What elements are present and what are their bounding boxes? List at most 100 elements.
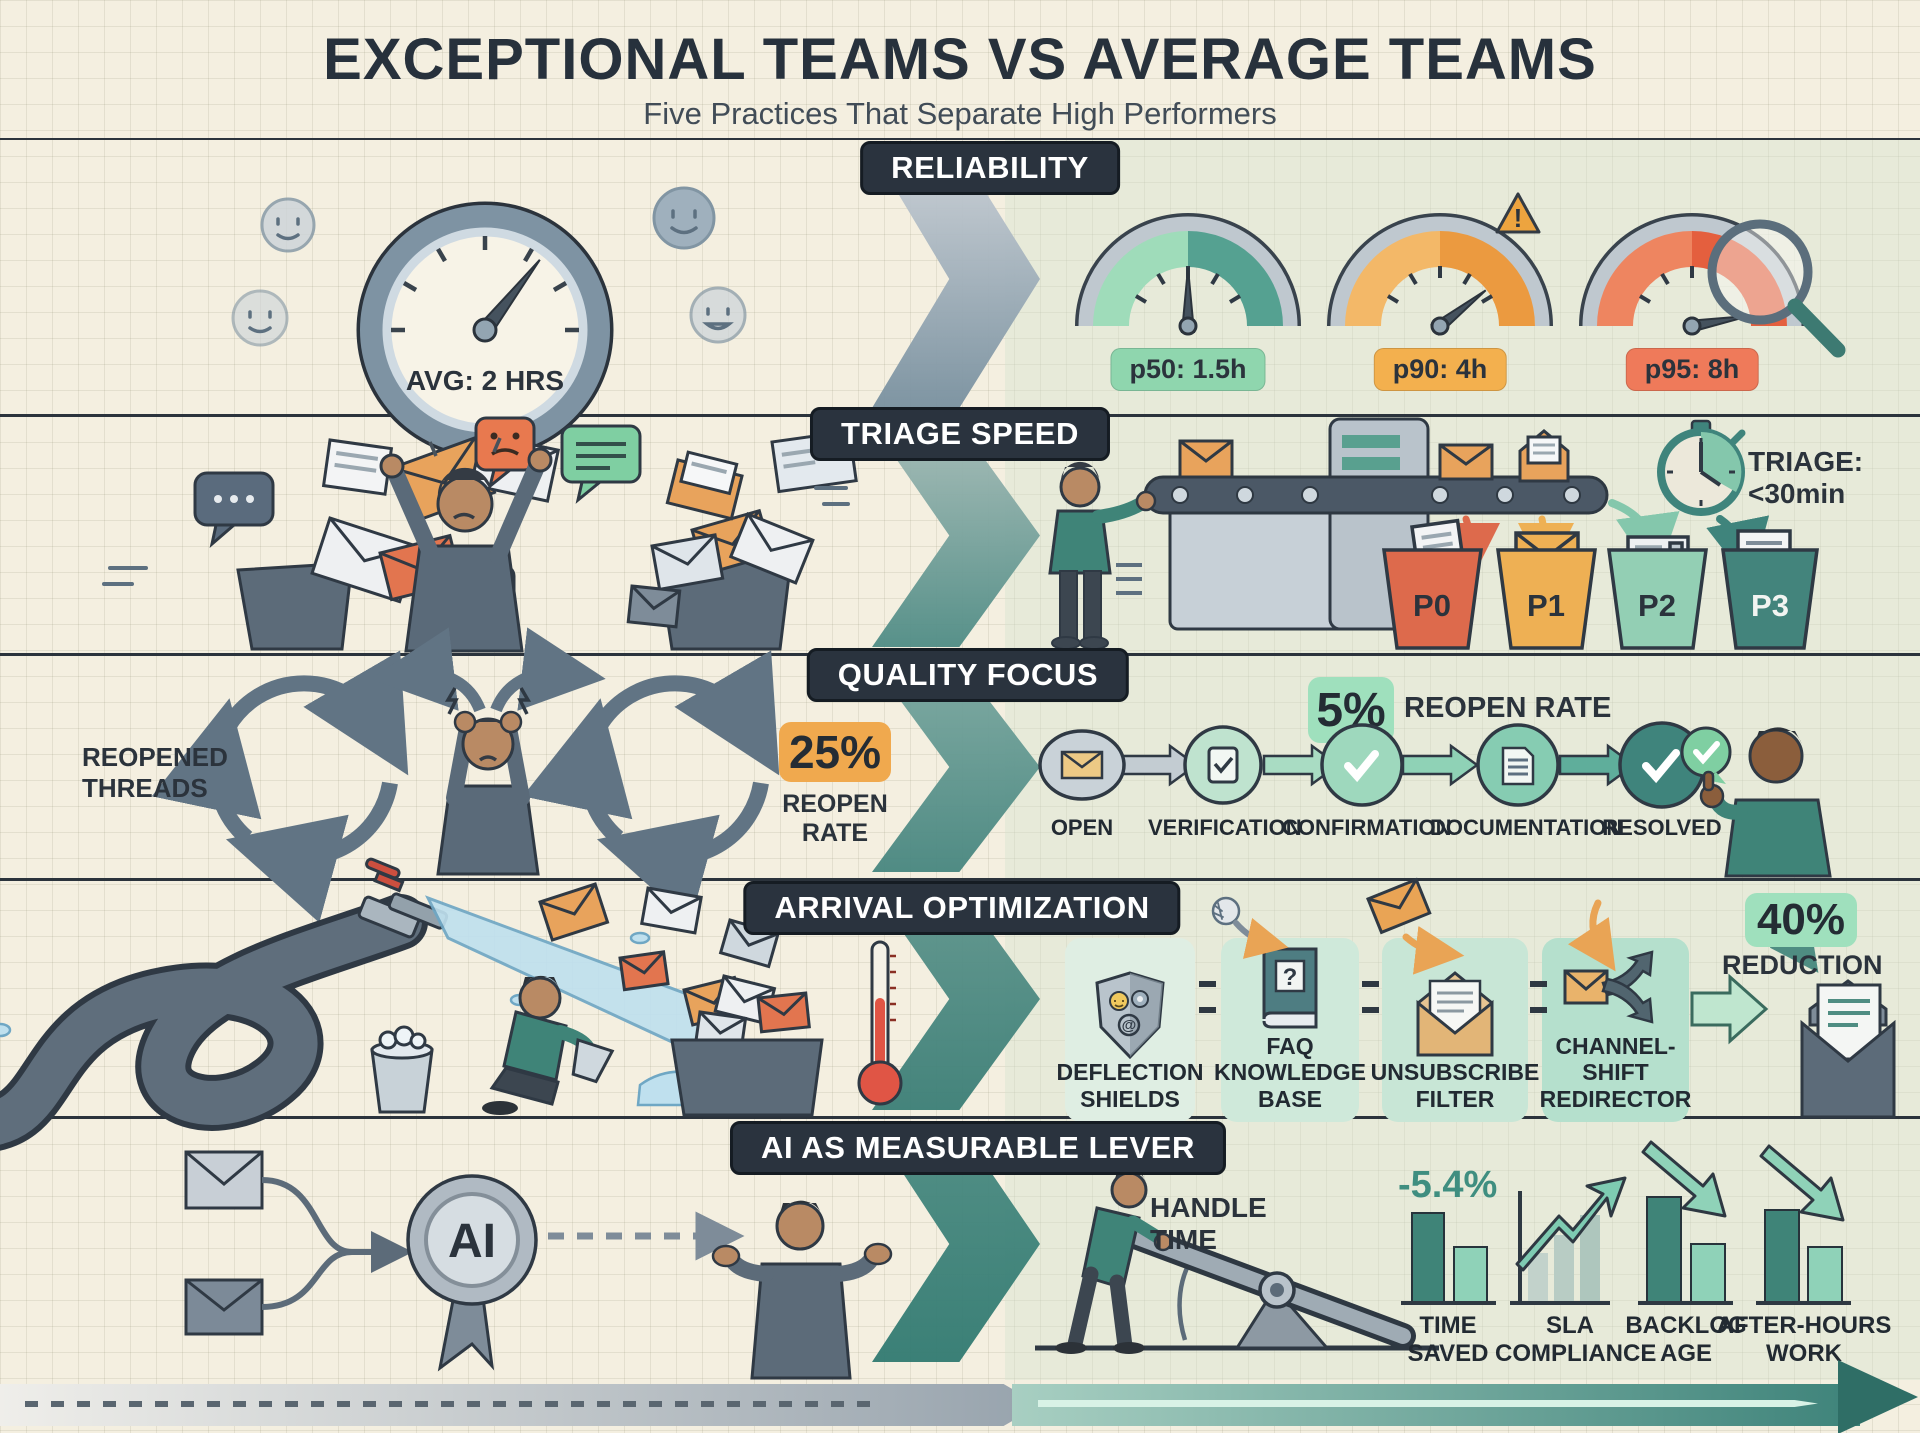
rising-arrow-icon <box>1515 1176 1627 1272</box>
reopen-rate-5-label: REOPEN RATE <box>1404 692 1612 724</box>
motion-lines <box>102 486 850 586</box>
step-label-verification: VERIFICATION <box>1148 815 1302 840</box>
clean-inbox-illustration <box>1690 973 1896 1119</box>
bar-baseline <box>1401 1301 1496 1305</box>
lever-person <box>1055 1170 1173 1354</box>
section-line-1 <box>0 138 1920 140</box>
handle-time-stat: -5.4% <box>1398 1164 1498 1206</box>
p50-gauge <box>1075 213 1301 336</box>
overwhelmed-person <box>379 437 553 653</box>
connector-dash <box>1530 981 1547 987</box>
overflow-bin <box>670 974 824 1117</box>
resolution-flow-illustration <box>1038 721 1832 878</box>
bin-label-p3: P3 <box>1751 588 1789 623</box>
lever-illustration <box>1035 1170 1439 1354</box>
deflection-arrows <box>1211 877 1819 975</box>
bar-ghost <box>1554 1235 1574 1301</box>
reduction-40-badge: 40% <box>1745 893 1857 947</box>
bin-label-p0: P0 <box>1413 588 1451 623</box>
card-channel-shift-redirector: CHANNEL-SHIFT REDIRECTOR <box>1539 938 1692 1122</box>
angry-bubble-icon <box>474 416 536 490</box>
reduction-label: REDUCTION <box>1722 950 1883 980</box>
warning-icon: ! <box>1495 192 1541 234</box>
reopen-rate-25-badge: 25% <box>779 722 891 782</box>
bar-light <box>1453 1246 1488 1305</box>
email-icon <box>184 1278 264 1336</box>
thumbs-up-person <box>1680 726 1832 878</box>
svg-text:?: ? <box>1283 964 1298 991</box>
bar-ghost <box>1580 1215 1600 1301</box>
bucket <box>370 1025 434 1114</box>
result-arrow <box>1690 973 1769 1045</box>
connector-dash <box>1199 981 1216 987</box>
section-line-5 <box>0 1116 1920 1119</box>
open-envelope-icon <box>1800 979 1896 1119</box>
bin-p0 <box>1382 548 1483 650</box>
card-label: DEFLECTION SHIELDS <box>1056 1059 1204 1112</box>
overwhelmed-inbox-illustration <box>102 416 858 653</box>
step-label-documentation: DOCUMENTATION <box>1430 815 1623 840</box>
bin-p1 <box>1496 548 1597 650</box>
card-deflection-shields: @ DEFLECTION SHIELDS <box>1057 938 1203 1122</box>
bar-light <box>1807 1246 1843 1305</box>
bar-dark <box>1411 1212 1445 1305</box>
bar-dark <box>1646 1196 1682 1305</box>
timeline-light-line <box>1038 1400 1818 1407</box>
down-arrow-icon <box>1641 1140 1727 1218</box>
card-faq-knowledge-base: ? FAQ KNOWLEDGE BASE <box>1214 938 1366 1122</box>
page-title: EXCEPTIONAL TEAMS VS AVERAGE TEAMS <box>323 27 1597 92</box>
card-label: CHANNEL-SHIFT REDIRECTOR <box>1539 1032 1692 1112</box>
bailing-person <box>482 975 615 1115</box>
header-arrival-optimization: ARRIVAL OPTIMIZATION <box>743 881 1181 935</box>
p90-gauge: ! <box>1327 192 1553 336</box>
p50-badge: p50: 1.5h <box>1110 348 1266 391</box>
firehose-illustration <box>0 857 903 1151</box>
ai-routing-illustration: AI <box>184 1150 893 1380</box>
metric-after-hours-work: AFTER-HOURS WORK <box>1716 1312 1892 1367</box>
bin-label-p1: P1 <box>1527 588 1565 623</box>
svg-text:!: ! <box>1514 203 1523 233</box>
p90-badge: p90: 4h <box>1373 348 1507 391</box>
section-line-4 <box>0 878 1920 881</box>
percentile-gauges-illustration: ! <box>1075 192 1846 358</box>
reopened-threads-illustration <box>151 627 860 923</box>
header-ai-lever: AI AS MEASURABLE LEVER <box>729 1121 1227 1175</box>
channel-shift-icon <box>1563 950 1653 1024</box>
triage-timer-label: TRIAGE: <30min <box>1748 446 1864 510</box>
average-gauge-label: AVG: 2 HRS <box>405 365 565 396</box>
handle-time-label: HANDLE TIME <box>1150 1192 1267 1256</box>
magnifier-icon <box>1707 219 1846 358</box>
bin-label-p2: P2 <box>1638 588 1676 623</box>
stopwatch-icon <box>1657 419 1746 516</box>
down-arrow-icon <box>1759 1144 1845 1222</box>
connector-dash <box>1199 1007 1216 1013</box>
frustrated-person <box>436 710 540 876</box>
metric-time-saved: TIME SAVED <box>1407 1312 1489 1367</box>
svg-text:@: @ <box>1122 1017 1137 1034</box>
bar-dark <box>1764 1209 1800 1305</box>
chat-bubble-icon <box>193 471 275 549</box>
p95-gauge <box>1579 213 1846 358</box>
sorting-machine <box>1116 417 1430 631</box>
reopened-threads-label: REOPENED THREADS <box>82 742 228 804</box>
bar-light <box>1690 1243 1726 1305</box>
axis-line <box>1518 1191 1522 1305</box>
step-label-confirmation: CONFIRMATION <box>1282 815 1452 840</box>
connector-dash <box>1362 981 1379 987</box>
triage-conveyor-illustration <box>1048 417 1819 650</box>
shrugging-person <box>711 1200 893 1380</box>
ai-badge-text: AI <box>448 1215 496 1268</box>
bar-baseline <box>1756 1301 1851 1305</box>
ai-medal-icon: AI <box>406 1174 538 1372</box>
unsubscribe-envelope-icon <box>1416 971 1494 1057</box>
bar-baseline <box>1510 1301 1610 1305</box>
step-label-open: OPEN <box>1050 815 1114 840</box>
header-triage-speed: TRIAGE SPEED <box>809 407 1111 461</box>
step-label-resolved: RESOLVED <box>1602 815 1722 840</box>
fulcrum <box>1234 1285 1331 1350</box>
book-icon: ? <box>1262 947 1318 1029</box>
timeline-dashed-line <box>25 1401 875 1407</box>
green-bubble-icon <box>560 424 642 504</box>
connector-dash <box>1362 1007 1379 1013</box>
